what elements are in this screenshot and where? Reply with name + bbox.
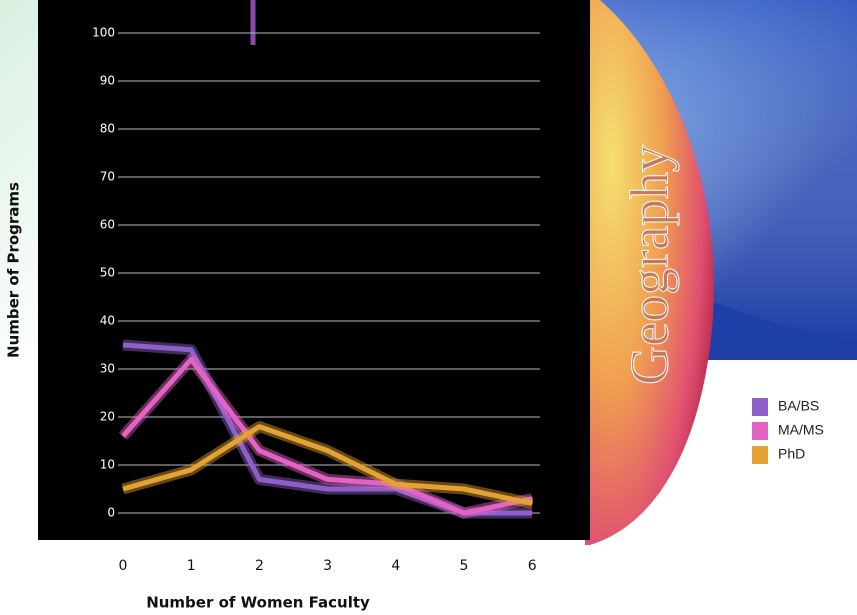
- x-tick-label: 1: [187, 558, 196, 574]
- y-tick-label: 70: [100, 170, 115, 184]
- y-tick-label: 10: [100, 458, 115, 472]
- y-axis-title: Number of Programs: [5, 182, 23, 358]
- x-tick-label: 3: [323, 558, 332, 574]
- x-tick-label: 5: [460, 558, 469, 574]
- y-tick-label: 30: [100, 362, 115, 376]
- legend-swatch: [752, 398, 768, 416]
- plot-area: [38, 0, 590, 540]
- line: [121, 356, 533, 516]
- x-axis-title: Number of Women Faculty: [146, 594, 370, 612]
- decor-disk: [585, 0, 714, 545]
- y-tick-label: 60: [100, 218, 115, 232]
- legend-label: BA/BS: [778, 398, 819, 414]
- x-tick-label: 6: [528, 558, 537, 574]
- x-tick-label: 0: [119, 558, 128, 574]
- x-tick-label: 2: [255, 558, 264, 574]
- y-tick-label: 100: [92, 26, 115, 40]
- y-tick-label: 80: [100, 122, 115, 136]
- y-tick-label: 0: [107, 506, 115, 520]
- y-tick-label: 40: [100, 314, 115, 328]
- decor-title: Geography: [619, 145, 679, 385]
- y-tick-label: 50: [100, 266, 115, 280]
- line: [122, 424, 533, 506]
- legend-swatch: [752, 422, 768, 440]
- y-tick-label: 90: [100, 74, 115, 88]
- y-tick-label: 20: [100, 410, 115, 424]
- legend-label: PhD: [778, 446, 805, 462]
- x-tick-label: 4: [391, 558, 400, 574]
- legend-label: MA/MS: [778, 422, 824, 438]
- legend-swatch: [752, 446, 768, 464]
